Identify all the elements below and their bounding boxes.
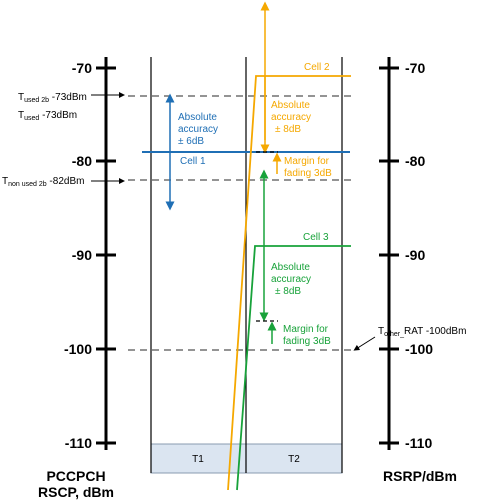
cell1-accuracy-line2: accuracy [178, 124, 218, 135]
cell2-label: Cell 2 [304, 62, 330, 73]
cell3-margin-line2: fading 3dB [283, 336, 331, 347]
cell1-label: Cell 1 [180, 156, 206, 167]
left-tick-label-70: -70 [72, 60, 92, 76]
cell3-accuracy-line1: Absolute [271, 262, 310, 273]
cell2-margin-line1: Margin for [284, 156, 330, 167]
cell2-accuracy-line1: Absolute [271, 100, 310, 111]
right-axis-title: RSRP/dBm [383, 468, 457, 484]
cell2-level-line [227, 75, 351, 491]
t-other-rat-arrow [353, 336, 376, 351]
period-t2-label: T2 [288, 454, 300, 465]
right-tick-label-110: -110 [405, 435, 432, 451]
left-axis-ticks [96, 66, 116, 445]
left-tick-label-110: -110 [65, 435, 92, 451]
left-tick-label-80: -80 [72, 153, 92, 169]
cell2-margin-line2: fading 3dB [284, 168, 332, 179]
t-used-label: Tused -73dBm [18, 110, 77, 122]
left-axis-title-line2: RSCP, dBm [38, 484, 114, 500]
cell3-label: Cell 3 [303, 232, 329, 243]
right-tick-label-80: -80 [405, 153, 425, 169]
t-other-rat-label: Tother_RAT -100dBm [378, 326, 466, 338]
cell2-accuracy-line3: ± 8dB [275, 124, 301, 135]
left-axis-title-line1: PCCPCH [46, 468, 105, 484]
period-t1-label: T1 [192, 454, 204, 465]
t-non-used-2b-label: Tnon used 2b -82dBm [2, 176, 84, 188]
right-axis-ticks [379, 66, 399, 445]
cell2-accuracy-line2: accuracy [271, 112, 311, 123]
cell3-accuracy-line2: accuracy [271, 274, 311, 285]
right-tick-label-90: -90 [405, 247, 425, 263]
cell3-margin-line1: Margin for [283, 324, 329, 335]
cell3-accuracy-line3: ± 8dB [275, 286, 301, 297]
left-tick-label-90: -90 [72, 247, 92, 263]
cell1-accuracy-line3: ± 6dB [178, 136, 204, 147]
right-tick-label-100: -100 [405, 341, 433, 357]
cell3-level-line [236, 245, 351, 491]
period-t2-box [245, 443, 343, 474]
right-tick-label-70: -70 [405, 60, 425, 76]
t-used-2b-label: Tused 2b -73dBm [18, 92, 87, 104]
left-tick-label-100: -100 [64, 341, 92, 357]
cell1-accuracy-line1: Absolute [178, 112, 217, 123]
